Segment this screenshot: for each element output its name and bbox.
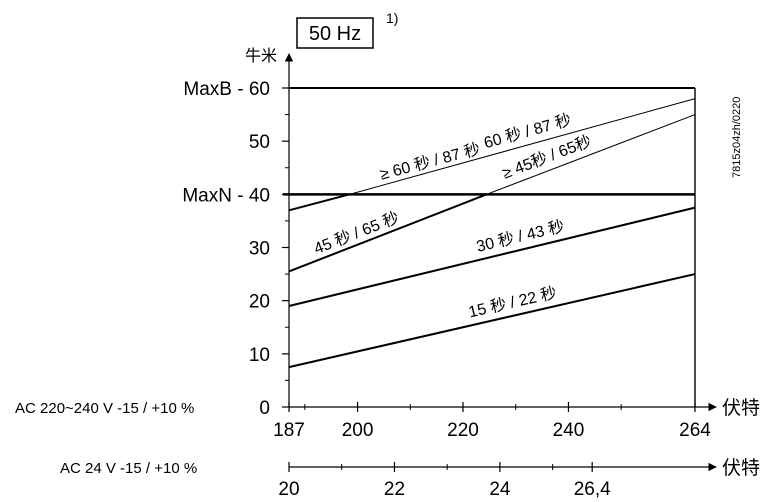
axis1-supply-label: AC 220~240 V -15 / +10 % <box>15 400 194 417</box>
x-tick-label-187: 187 <box>273 420 305 441</box>
footnote-mark: 1) <box>386 10 398 26</box>
axis2-supply-label: AC 24 V -15 / +10 % <box>60 460 197 477</box>
series-line-ge60s-87s <box>288 193 350 212</box>
x-tick-labels: 187 200 220 240 264 <box>273 420 711 441</box>
series-line-60s-87s <box>349 98 696 195</box>
y-tick-label-50: 50 <box>249 132 270 153</box>
y-axis-title: 牛米 <box>245 47 277 65</box>
x2-ticks <box>288 462 593 472</box>
y-tick-label-60: MaxB - 60 <box>183 79 270 100</box>
x2-tick-label-24: 24 <box>489 479 511 500</box>
frequency-box <box>296 17 374 49</box>
y-minor-ticks <box>285 114 289 381</box>
y-tick-labels: MaxB - 60 50 MaxN - 40 30 20 10 0 <box>182 79 270 419</box>
x-tick-label-240: 240 <box>553 420 585 441</box>
series-line-15s-22s <box>288 273 696 369</box>
x-axis-unit: 伏特 <box>722 397 760 419</box>
x2-axis-unit: 伏特 <box>722 457 760 479</box>
series-line-30s-43s <box>288 206 696 307</box>
series-line-45s-65s <box>288 193 488 273</box>
series-lines <box>288 98 696 369</box>
x-tick-label-200: 200 <box>342 420 374 441</box>
x2-tick-labels: 20 22 24 26,4 <box>278 479 611 500</box>
y-tick-label-30: 30 <box>249 239 270 260</box>
y-tick-label-40: MaxN - 40 <box>182 185 270 206</box>
frequency-label: 50 Hz <box>309 23 361 45</box>
x-minor-ticks <box>304 404 622 410</box>
x2-minor-ticks <box>341 464 554 470</box>
y-tick-label-20: 20 <box>249 292 270 313</box>
y-tick-label-0: 0 <box>259 398 270 419</box>
y-ticks <box>282 87 289 408</box>
series-line-ge45s-65s <box>486 114 696 195</box>
y-tick-label-10: 10 <box>249 345 270 366</box>
x-ticks <box>288 402 696 412</box>
x2-tick-label-20: 20 <box>278 479 299 500</box>
figure-code: 7815z04zh/0220 <box>731 97 743 178</box>
x-tick-label-264: 264 <box>679 420 711 441</box>
x2-tick-label-26-4: 26,4 <box>574 479 611 500</box>
x2-tick-label-22: 22 <box>384 479 405 500</box>
x-tick-label-220: 220 <box>447 420 479 441</box>
